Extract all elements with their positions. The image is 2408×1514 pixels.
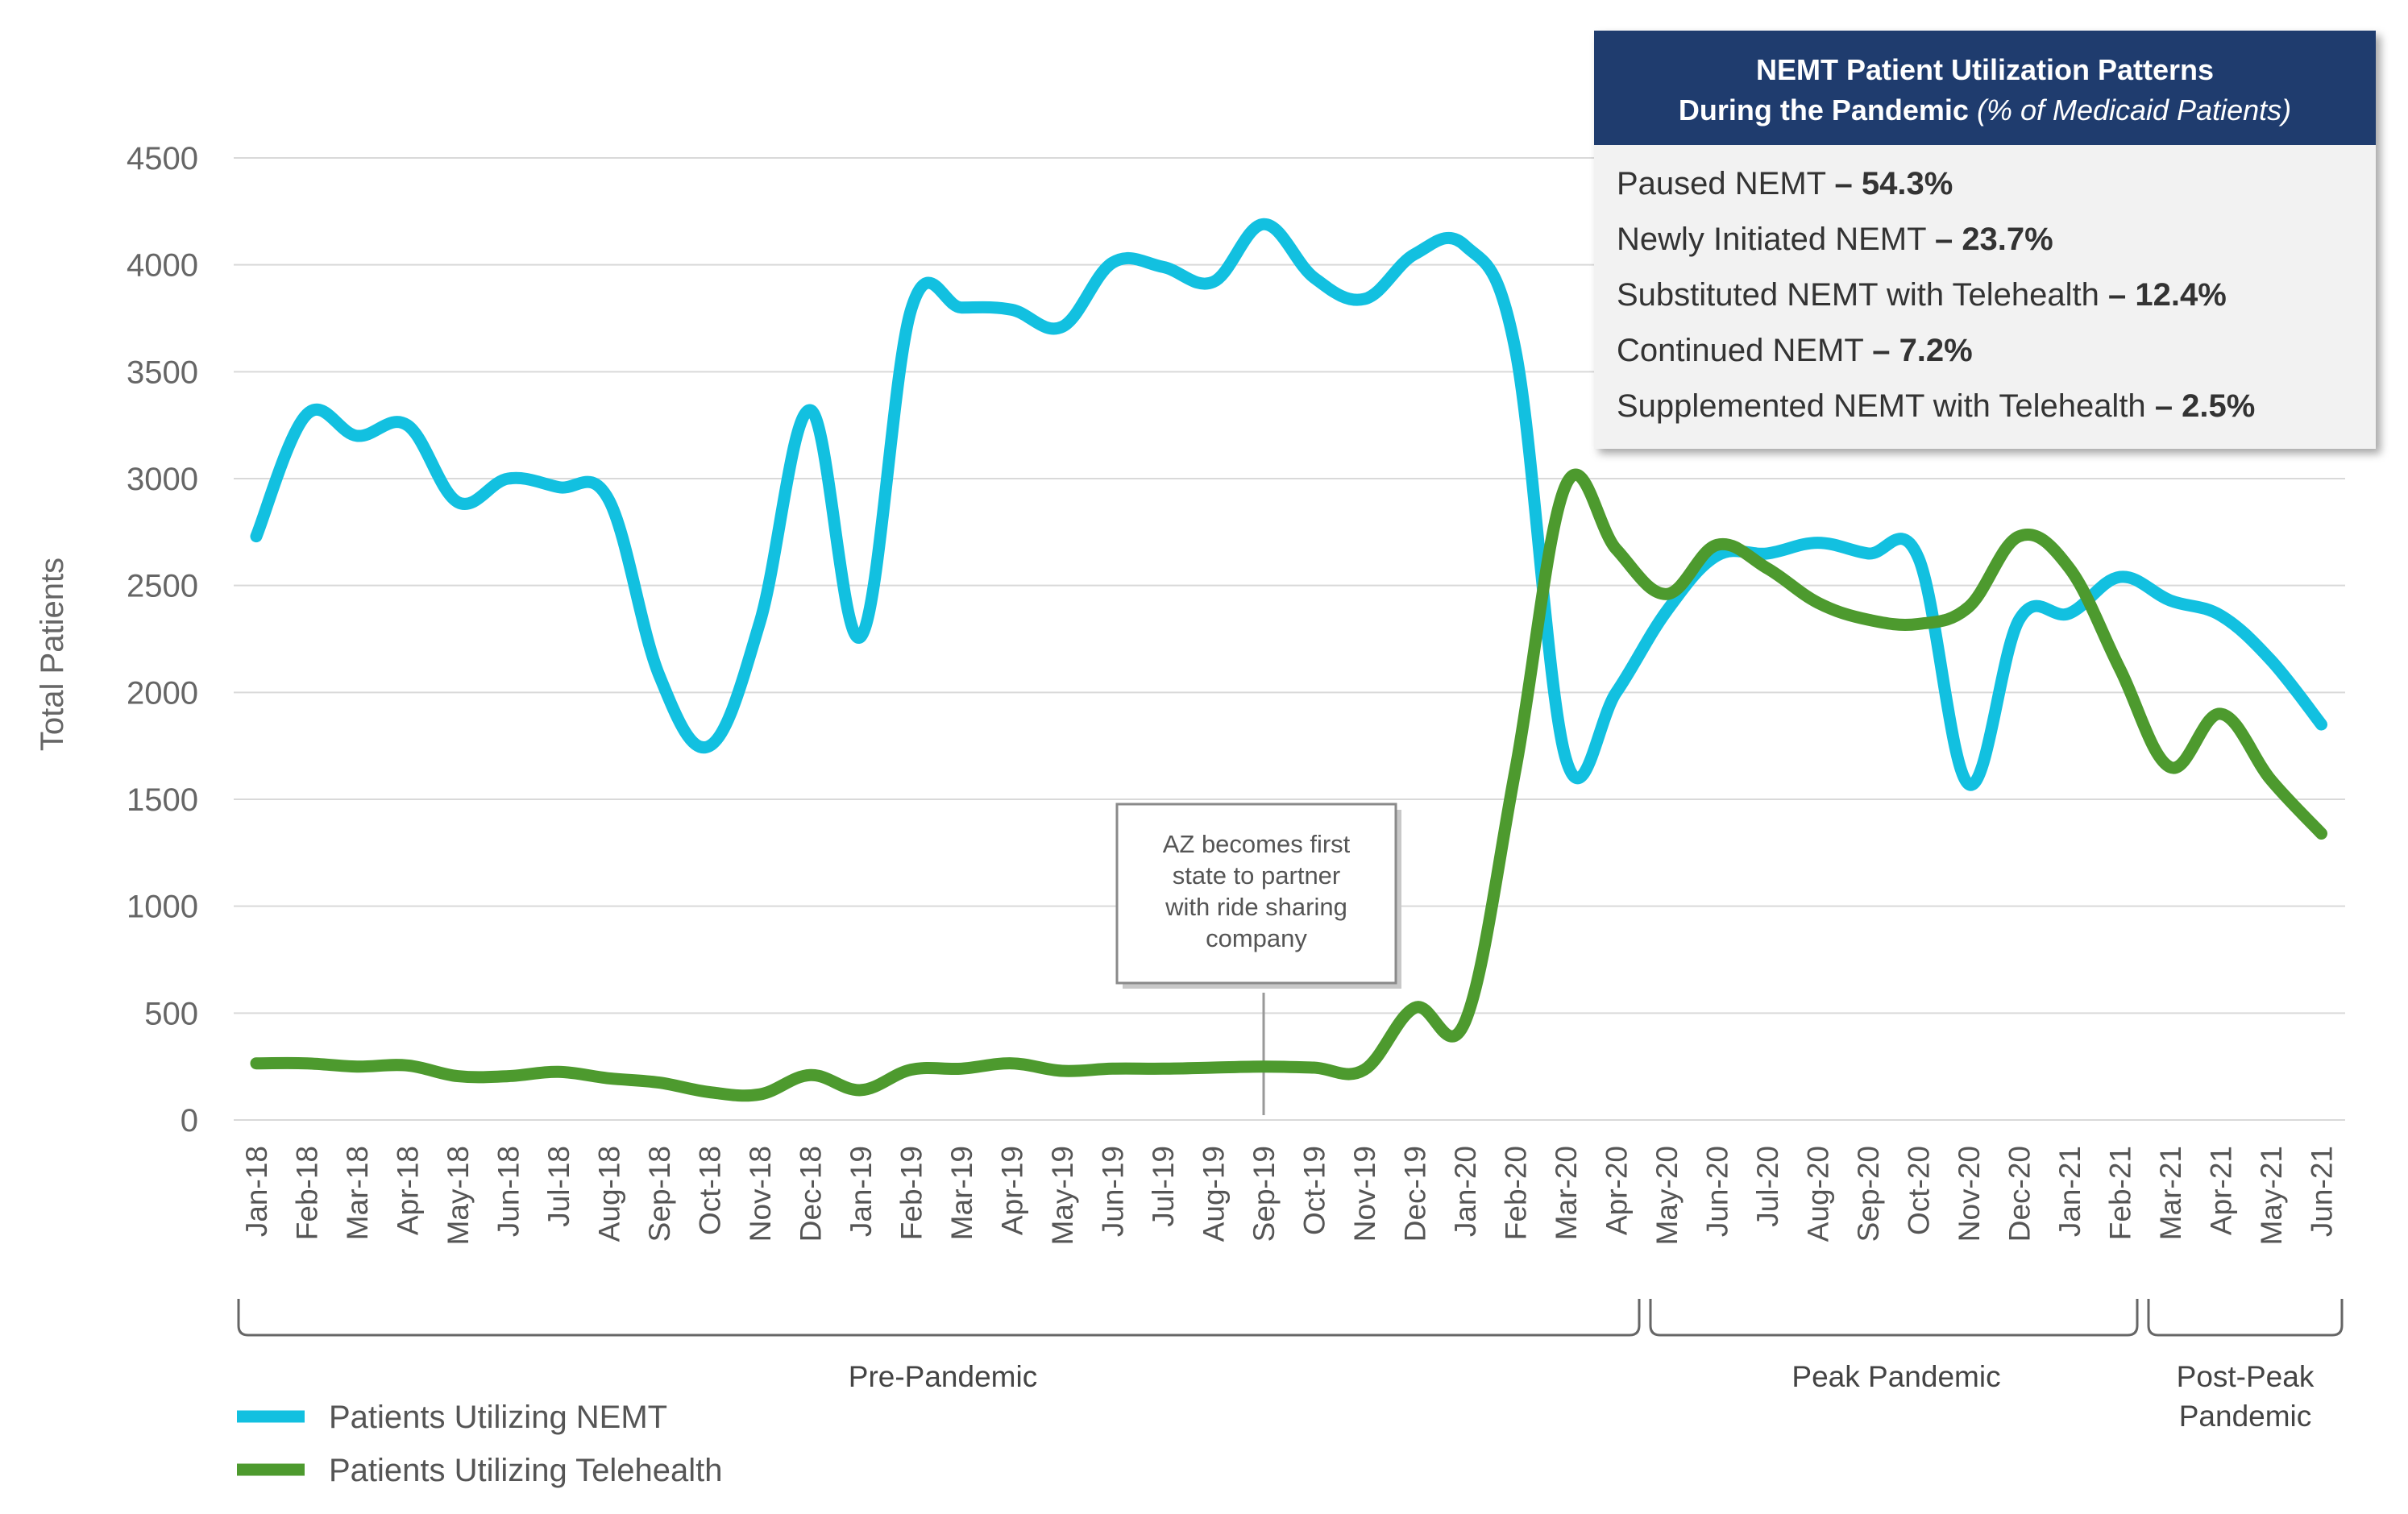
period-label: Peak Pandemic xyxy=(1791,1360,2000,1393)
row-value: – 12.4% xyxy=(2107,277,2227,313)
row-label: Substituted NEMT with Telehealth xyxy=(1617,277,2099,313)
row-value: – 7.2% xyxy=(1872,333,1973,368)
utilization-patterns-box: NEMT Patient Utilization Patterns During… xyxy=(1594,31,2376,449)
period-bracket xyxy=(2147,1299,2344,1337)
x-tick-label: May-21 xyxy=(2255,1146,2288,1245)
infobox-row: Newly Initiated NEMT – 23.7% xyxy=(1617,212,2353,268)
x-tick-label: Jun-18 xyxy=(492,1146,525,1237)
x-tick-label: Apr-18 xyxy=(392,1146,425,1235)
x-tick-label: Mar-20 xyxy=(1550,1146,1583,1240)
x-tick-label: Jan-20 xyxy=(1449,1146,1482,1237)
infobox-row: Paused NEMT – 54.3% xyxy=(1617,156,2353,212)
legend-label: Patients Utilizing Telehealth xyxy=(329,1453,722,1488)
row-value: – 54.3% xyxy=(1834,166,1953,201)
y-tick-label: 1500 xyxy=(127,782,198,818)
x-tick-label: Dec-18 xyxy=(795,1146,828,1242)
y-axis-title: Total Patients xyxy=(35,558,70,751)
period-bracket xyxy=(237,1299,1641,1337)
x-tick-label: Feb-19 xyxy=(895,1146,928,1240)
x-tick-label: Sep-18 xyxy=(643,1146,676,1242)
x-tick-label: Jan-18 xyxy=(240,1146,273,1237)
y-tick-label: 4500 xyxy=(127,141,198,176)
y-tick-label: 2000 xyxy=(127,675,198,711)
x-tick-label: Jul-20 xyxy=(1751,1146,1784,1227)
y-tick-label: 3500 xyxy=(127,355,198,390)
x-tick-label: Mar-21 xyxy=(2154,1146,2187,1240)
row-label: Paused NEMT xyxy=(1617,166,1826,201)
annotation-text-line: AZ becomes first xyxy=(1163,830,1351,858)
row-label: Newly Initiated NEMT xyxy=(1617,222,1926,257)
infobox-row: Substituted NEMT with Telehealth – 12.4% xyxy=(1617,268,2353,323)
x-tick-label: Apr-19 xyxy=(996,1146,1029,1235)
x-tick-label: Aug-18 xyxy=(593,1146,626,1242)
infobox-title-italic: (% of Medicaid Patients) xyxy=(1976,93,2292,127)
x-tick-label: Nov-19 xyxy=(1348,1146,1381,1242)
y-tick-label: 0 xyxy=(181,1103,198,1139)
x-tick-label: Jun-21 xyxy=(2306,1146,2339,1237)
x-tick-label: Dec-19 xyxy=(1399,1146,1432,1242)
annotation-text-line: company xyxy=(1206,924,1307,952)
row-label: Supplemented NEMT with Telehealth xyxy=(1617,388,2146,424)
period-label: Pre-Pandemic xyxy=(849,1360,1037,1393)
x-tick-label: Jul-18 xyxy=(542,1146,575,1227)
annotation-callout: AZ becomes first state to partner with rid… xyxy=(1115,803,1401,1115)
y-tick-label: 3000 xyxy=(127,462,198,497)
y-tick-label: 1000 xyxy=(127,890,198,925)
period-label: Post-Peak xyxy=(2177,1360,2315,1393)
x-tick-label: Nov-18 xyxy=(744,1146,777,1242)
row-label: Continued NEMT xyxy=(1617,333,1864,368)
y-tick-label: 500 xyxy=(144,996,198,1031)
row-value: – 2.5% xyxy=(2154,388,2256,424)
x-tick-label: Aug-19 xyxy=(1198,1146,1231,1242)
x-axis-ticks: Jan-18 Feb-18 Mar-18 Apr-18 May-18 Jun-18 Jul-… xyxy=(240,1146,2339,1245)
infobox-row: Continued NEMT – 7.2% xyxy=(1617,323,2353,379)
legend: Patients Utilizing NEMT Patients Utilizin… xyxy=(237,1400,722,1488)
x-tick-label: Jul-19 xyxy=(1147,1146,1180,1227)
y-axis-ticks: 0 500 1000 1500 2000 2500 3000 3500 4000 4500 xyxy=(127,141,198,1139)
x-tick-label: Mar-18 xyxy=(341,1146,374,1240)
infobox-body: Paused NEMT – 54.3% Newly Initiated NEMT… xyxy=(1594,145,2376,449)
x-tick-label: Jan-21 xyxy=(2053,1146,2086,1237)
x-tick-label: Apr-20 xyxy=(1600,1146,1634,1235)
x-tick-label: Jun-19 xyxy=(1097,1146,1130,1237)
annotation-text-line: state to partner xyxy=(1173,861,1341,890)
period-label: Pandemic xyxy=(2179,1400,2312,1433)
legend-label: Patients Utilizing NEMT xyxy=(329,1400,667,1435)
x-tick-label: May-18 xyxy=(442,1146,475,1245)
period-brackets: Pre-Pandemic Peak Pandemic Post-Peak Pandem… xyxy=(237,1299,2344,1433)
x-tick-label: Sep-20 xyxy=(1852,1146,1885,1242)
telehealth-series-line xyxy=(250,468,2327,1102)
series-lines xyxy=(250,218,2327,1102)
infobox-header: NEMT Patient Utilization Patterns During… xyxy=(1594,31,2376,145)
x-tick-label: Apr-21 xyxy=(2205,1146,2238,1235)
infobox-title-bold: During the Pandemic xyxy=(1678,93,1969,127)
annotation-box xyxy=(1115,803,1397,985)
x-tick-label: Sep-19 xyxy=(1248,1146,1281,1242)
x-tick-label: Nov-20 xyxy=(1953,1146,1986,1242)
x-tick-label: Feb-20 xyxy=(1500,1146,1533,1240)
x-tick-label: Jan-19 xyxy=(845,1146,878,1237)
row-value: – 23.7% xyxy=(1934,222,2053,257)
x-tick-label: Aug-20 xyxy=(1802,1146,1835,1242)
x-tick-label: Jun-20 xyxy=(1701,1146,1734,1237)
nemt-series-line xyxy=(250,218,2327,791)
infobox-title-line1: NEMT Patient Utilization Patterns xyxy=(1755,53,2215,86)
infobox-title-line2: During the Pandemic (% of Medicaid Patie… xyxy=(1602,90,2368,131)
annotation-text-line: with ride sharing xyxy=(1165,893,1347,921)
x-tick-label: May-19 xyxy=(1046,1146,1079,1245)
x-tick-label: Mar-19 xyxy=(945,1146,978,1240)
x-tick-label: Oct-20 xyxy=(1903,1146,1936,1235)
x-tick-label: Dec-20 xyxy=(2003,1146,2036,1242)
x-tick-label: Oct-18 xyxy=(694,1146,727,1235)
y-tick-label: 4000 xyxy=(127,248,198,284)
x-tick-label: Feb-21 xyxy=(2104,1146,2137,1240)
infobox-row: Supplemented NEMT with Telehealth – 2.5% xyxy=(1617,379,2353,434)
x-tick-label: Feb-18 xyxy=(291,1146,324,1240)
x-tick-label: Oct-19 xyxy=(1298,1146,1331,1235)
y-tick-label: 2500 xyxy=(127,569,198,604)
period-bracket xyxy=(1649,1299,2139,1337)
x-tick-label: May-20 xyxy=(1650,1146,1684,1245)
